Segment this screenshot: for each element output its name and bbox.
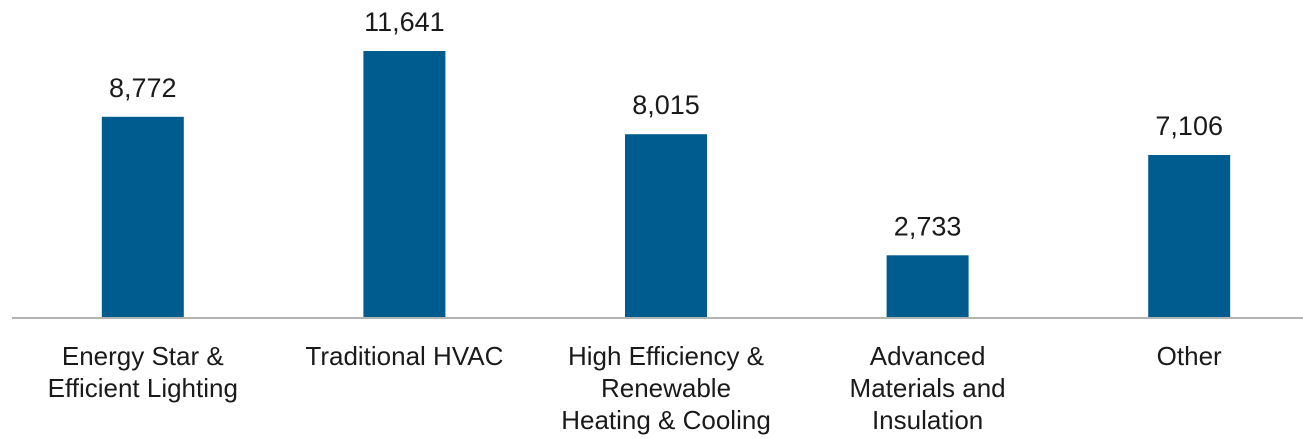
category-label-1: Energy Star & Efficient Lighting (48, 341, 238, 403)
value-label-5: 7,106 (1155, 111, 1223, 141)
bar-5 (1148, 155, 1231, 318)
value-labels-layer: 8,772 11,641 8,015 2,733 7,106 (109, 7, 1223, 241)
category-label-line: Insulation (872, 405, 983, 435)
bar-2 (363, 51, 446, 318)
value-label-1: 8,772 (109, 73, 177, 103)
category-label-line: Efficient Lighting (48, 373, 238, 403)
category-label-line: Energy Star & (62, 341, 224, 371)
bars-layer (101, 51, 1231, 318)
bar-1 (101, 116, 184, 318)
category-label-line: Other (1157, 341, 1222, 371)
bar-4 (886, 255, 969, 318)
category-label-line: Advanced (870, 341, 986, 371)
bar-3 (625, 134, 707, 318)
value-label-2: 11,641 (364, 7, 445, 37)
category-label-line: Heating & Cooling (561, 405, 771, 435)
category-label-line: Materials and (850, 373, 1006, 403)
category-labels-layer: Energy Star & Efficient Lighting Tradition… (48, 341, 1222, 435)
category-label-3: High Efficiency & Renewable Heating & Cool… (561, 341, 771, 435)
category-label-line: Renewable (601, 373, 731, 403)
value-label-3: 8,015 (632, 90, 700, 120)
category-label-4: Advanced Materials and Insulation (850, 341, 1006, 435)
category-label-2: Traditional HVAC (305, 341, 503, 371)
category-label-line: High Efficiency & (568, 341, 764, 371)
category-label-line: Traditional HVAC (305, 341, 503, 371)
category-label-5: Other (1157, 341, 1222, 371)
value-label-4: 2,733 (894, 211, 962, 241)
